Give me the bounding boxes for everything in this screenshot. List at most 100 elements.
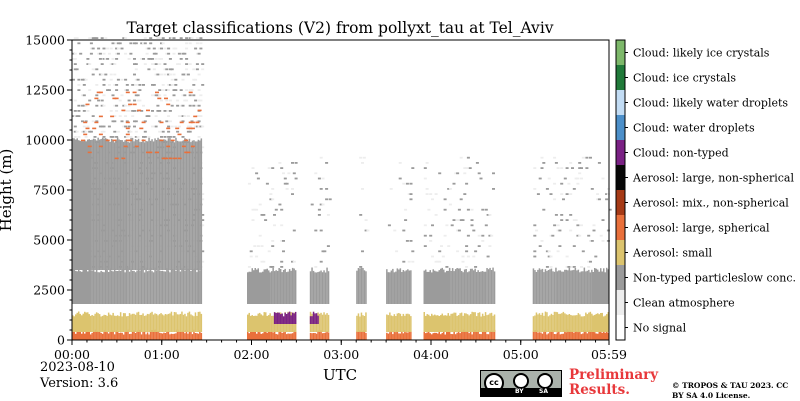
class-layer (425, 315, 427, 332)
class-layer (552, 271, 554, 304)
class-cell (188, 127, 193, 130)
class-layer (387, 272, 390, 304)
class-cell (72, 115, 75, 117)
class-layer (194, 141, 197, 270)
class-layer (136, 312, 138, 332)
class-layer (573, 332, 575, 340)
class-layer (362, 315, 364, 332)
class-layer (248, 312, 250, 332)
class-cell (481, 234, 485, 237)
class-cell (188, 125, 192, 128)
class-layer (175, 312, 177, 332)
class-layer (250, 315, 252, 332)
class-layer (474, 312, 476, 332)
class-layer (179, 141, 182, 270)
legend-swatch (616, 190, 625, 215)
class-layer (410, 331, 412, 340)
class-cell (86, 58, 90, 60)
class-cell (170, 139, 175, 142)
class-layer (160, 139, 162, 270)
class-layer (595, 333, 597, 340)
class-cell (138, 99, 142, 102)
class-layer (136, 270, 138, 304)
class-cell (121, 109, 126, 112)
preliminary-note: Preliminary Results. (569, 367, 659, 398)
class-cell (199, 42, 203, 45)
class-layer (179, 331, 182, 340)
class-layer (134, 139, 137, 270)
class-layer (565, 332, 568, 340)
class-cell (91, 68, 95, 71)
legend-label: Aerosol: small (632, 247, 712, 260)
class-cell (151, 94, 154, 97)
class-layer (248, 333, 250, 340)
class-layer (410, 316, 412, 332)
class-layer (75, 314, 77, 332)
class-cell (556, 167, 560, 169)
class-layer (567, 329, 569, 340)
class-cell (165, 89, 169, 91)
class-layer (137, 268, 140, 304)
class-cell (86, 110, 90, 112)
class-cell (176, 130, 180, 133)
class-cell (161, 130, 165, 133)
class-layer (81, 271, 83, 304)
class-layer (459, 268, 461, 304)
class-cell (134, 145, 139, 148)
class-cell (116, 130, 120, 133)
class-layer (290, 270, 292, 304)
class-layer (291, 312, 294, 324)
class-cell (81, 130, 84, 133)
class-cell (477, 234, 481, 237)
class-layer (134, 314, 137, 332)
class-layer (474, 330, 476, 340)
class-cell (201, 193, 205, 195)
class-cell (104, 58, 108, 60)
class-cell (134, 120, 138, 123)
class-layer (81, 141, 83, 270)
class-layer (143, 331, 146, 340)
class-layer (112, 330, 114, 340)
class-layer (311, 333, 313, 340)
class-layer (89, 140, 92, 270)
class-cell (177, 133, 182, 136)
class-cell (452, 182, 456, 185)
class-layer (365, 312, 367, 332)
class-layer (170, 141, 173, 270)
class-layer (570, 330, 572, 340)
class-cell (465, 266, 469, 268)
class-layer (263, 330, 265, 340)
class-layer (466, 272, 469, 304)
class-cell (553, 182, 557, 185)
class-cell (91, 47, 95, 50)
class-layer (107, 272, 110, 304)
class-layer (399, 333, 402, 340)
class-layer (128, 334, 131, 340)
class-cell (98, 145, 103, 148)
class-layer (94, 313, 96, 332)
class-cell (596, 198, 600, 201)
class-layer (437, 271, 439, 304)
class-cell (540, 167, 544, 169)
class-cell (387, 224, 391, 227)
class-layer (199, 330, 201, 340)
class-layer (176, 268, 179, 304)
class-cell (77, 84, 81, 86)
class-cell (423, 245, 427, 247)
class-layer (163, 139, 165, 270)
class-layer (160, 333, 162, 340)
class-layer (483, 315, 485, 332)
class-layer (282, 332, 285, 340)
class-cell (188, 89, 192, 91)
class-layer (583, 267, 586, 304)
class-layer (438, 331, 440, 340)
class-cell (267, 167, 271, 169)
class-layer (263, 269, 265, 304)
class-layer (463, 313, 466, 332)
class-layer (438, 316, 440, 332)
class-cell (96, 91, 101, 94)
class-cell (409, 198, 413, 201)
class-cell (140, 110, 144, 112)
class-cell (120, 47, 124, 50)
class-layer (161, 139, 164, 270)
